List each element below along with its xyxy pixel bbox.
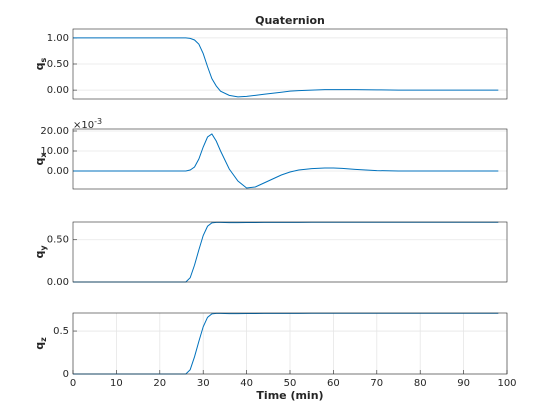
y-tick-label: 20.00 (40, 126, 69, 137)
x-tick-label: 60 (327, 378, 340, 389)
y-axis-label: qx (33, 152, 48, 166)
y-tick-label: 1.00 (47, 33, 69, 44)
x-tick-label: 80 (414, 378, 427, 389)
y-tick-label: 0.50 (47, 59, 69, 70)
x-tick-label: 70 (370, 378, 383, 389)
y-axis-label-base: q (33, 251, 46, 259)
y-tick-label: 10.00 (40, 146, 69, 157)
y-exponent: ×10-3 (73, 117, 102, 132)
x-tick-label: 100 (497, 378, 516, 389)
y-axis-label: qy (33, 245, 48, 259)
y-axis-label-sub: z (39, 337, 48, 342)
axes-box (72, 28, 508, 100)
axes-box (72, 312, 508, 375)
x-tick-label: 0 (70, 378, 76, 389)
axes-box (72, 221, 508, 283)
x-axis-label: Time (min) (256, 389, 323, 402)
y-axis-label: qs (33, 57, 48, 70)
x-tick-label: 30 (197, 378, 210, 389)
axes-background (73, 129, 507, 189)
y-axis-label: qz (33, 337, 48, 350)
x-tick-label: 50 (284, 378, 297, 389)
y-tick-label: 0.5 (53, 326, 69, 337)
y-axis-label-base: q (33, 158, 46, 166)
axes-box (72, 128, 508, 190)
axes-background (73, 222, 507, 282)
y-axis-label-base: q (33, 62, 46, 70)
y-tick-label: 0 (63, 369, 69, 380)
y-axis-label-sub: s (39, 57, 48, 62)
y-axis-label-base: q (33, 342, 46, 350)
y-exponent-power: -3 (94, 117, 102, 126)
x-tick-label: 20 (153, 378, 166, 389)
line (73, 37, 499, 98)
y-tick-label: 0.50 (47, 235, 69, 246)
x-tick-label: 10 (110, 378, 123, 389)
x-tick-label: 90 (457, 378, 470, 389)
y-tick-label: 0.00 (47, 166, 69, 177)
x-tick-label: 40 (240, 378, 253, 389)
y-tick-label: 0.00 (47, 277, 69, 288)
y-tick-label: 0.00 (47, 85, 69, 96)
line (73, 133, 499, 189)
y-axis-label-sub: y (39, 245, 48, 251)
y-axis-label-sub: x (39, 152, 48, 158)
y-exponent-base: ×10 (73, 120, 94, 131)
chart-title: Quaternion (255, 14, 325, 27)
